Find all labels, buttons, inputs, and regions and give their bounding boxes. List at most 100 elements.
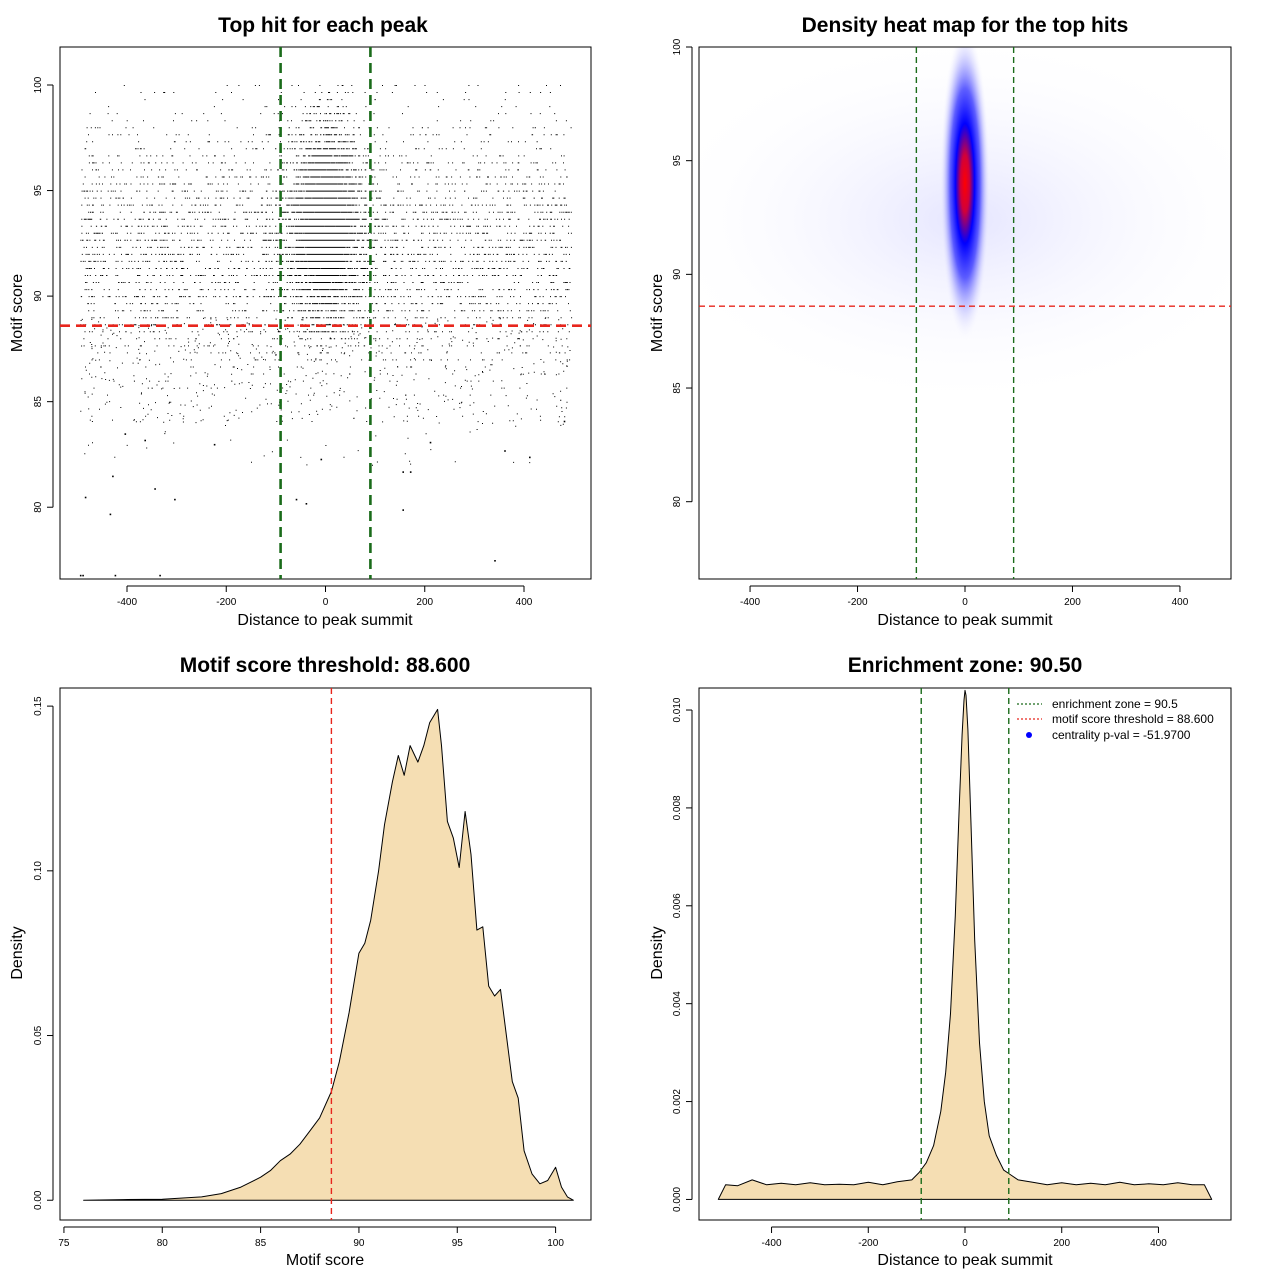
scatter-points (79, 85, 573, 577)
x-tick-label: -400 (117, 597, 137, 608)
y-tick-label: 85 (672, 382, 683, 394)
distance-density-title: Enrichment zone: 90.50 (848, 654, 1083, 677)
scatter-y-axis: 80 85 90 95 100 (33, 76, 54, 513)
x-tick-label: -400 (762, 1238, 782, 1249)
x-tick-label: 400 (1150, 1238, 1167, 1249)
scatter-point (144, 439, 146, 442)
score-density-x-label: Motif score (286, 1252, 364, 1269)
scatter-x-label: Distance to peak summit (237, 612, 413, 629)
distance-density-panel: Enrichment zone: 90.50 -400 -200 0 200 400 0… (649, 654, 1232, 1269)
x-tick-label: -200 (216, 597, 236, 608)
y-tick-label: 90 (672, 268, 683, 280)
y-tick-label: 100 (33, 76, 44, 93)
heatmap-x-label: Distance to peak summit (877, 612, 1053, 629)
heatmap-title: Density heat map for the top hits (802, 14, 1129, 37)
y-tick-label: 0.05 (33, 1025, 44, 1045)
y-tick-label: 95 (33, 185, 44, 197)
x-tick-label: -200 (858, 1238, 878, 1249)
score-density-area (83, 708, 574, 1201)
scatter-point-cloud (80, 85, 573, 466)
heatmap-y-label: Motif score (649, 274, 666, 352)
x-tick-label: 75 (58, 1238, 70, 1249)
distance-density-legend: enrichment zone = 90.5 motif score thres… (1017, 697, 1214, 742)
distance-density-x-axis: -400 -200 0 200 400 (762, 1226, 1167, 1249)
scatter-point (402, 509, 404, 511)
heatmap-y-axis: 80 85 90 95 100 (672, 38, 693, 508)
distance-density-reference-lines (920, 688, 1010, 1220)
score-density-y-label: Density (9, 926, 26, 979)
scatter-point (112, 475, 114, 478)
distance-density-plot-frame (698, 687, 1232, 1221)
y-tick-label: 0.00 (33, 1190, 44, 1210)
y-tick-label: 80 (33, 501, 44, 513)
scatter-point (79, 574, 82, 577)
x-tick-label: 0 (323, 597, 329, 608)
x-tick-label: 400 (1172, 597, 1189, 608)
x-tick-label: 95 (452, 1238, 464, 1249)
y-tick-label: 0.010 (672, 697, 683, 722)
distance-density-x-label: Distance to peak summit (877, 1252, 1053, 1269)
scatter-point (429, 441, 432, 444)
y-tick-label: 95 (672, 155, 683, 167)
y-tick-label: 0.004 (672, 991, 683, 1016)
x-tick-label: 90 (353, 1238, 365, 1249)
y-tick-label: 100 (672, 38, 683, 55)
scatter-point (409, 471, 412, 473)
scatter-point (109, 513, 112, 516)
distance-density-y-label: Density (649, 926, 666, 979)
scatter-point (114, 574, 117, 577)
x-tick-label: 85 (255, 1238, 267, 1249)
scatter-reference-lines (60, 47, 591, 579)
scatter-point (159, 574, 161, 577)
x-tick-label: 0 (962, 597, 968, 608)
scatter-x-axis: -400 -200 0 200 400 (117, 585, 533, 608)
x-tick-label: 400 (516, 597, 533, 608)
scatter-y-label: Motif score (9, 274, 26, 352)
y-tick-label: 90 (33, 290, 44, 302)
x-tick-label: -400 (740, 597, 760, 608)
score-density-title: Motif score threshold: 88.600 (180, 654, 471, 677)
distance-density-area (717, 689, 1213, 1200)
heatmap-plot-frame (698, 46, 1232, 580)
scatter-point (174, 498, 176, 501)
y-tick-label: 0.006 (672, 893, 683, 918)
heatmap-reference-lines (699, 47, 1231, 579)
y-tick-label: 85 (33, 396, 44, 408)
scatter-point (494, 560, 496, 562)
heatmap-panel: Density heat map for the top hits -400 -2… (649, 14, 1232, 629)
y-tick-label: 80 (672, 496, 683, 508)
scatter-point (402, 471, 404, 473)
x-tick-label: 200 (416, 597, 433, 608)
x-tick-label: -200 (848, 597, 868, 608)
legend-label-enrichment-zone: enrichment zone = 90.5 (1052, 697, 1178, 711)
scatter-point (320, 458, 323, 461)
y-tick-label: 0.000 (672, 1186, 683, 1211)
y-tick-label: 0.15 (33, 696, 44, 716)
legend-label-motif-threshold: motif score threshold = 88.600 (1052, 712, 1214, 726)
scatter-point (529, 456, 531, 459)
scatter-point (504, 450, 506, 452)
score-density-panel: Motif score threshold: 88.600 75 80 85 90 95… (9, 654, 592, 1269)
legend-label-centrality: centrality p-val = -51.9700 (1052, 728, 1191, 742)
heatmap-x-axis: -400 -200 0 200 400 (740, 585, 1189, 608)
scatter-point (305, 503, 308, 505)
x-tick-label: 100 (547, 1238, 564, 1249)
scatter-point (124, 433, 127, 435)
scatter-title: Top hit for each peak (218, 14, 428, 37)
x-tick-label: 200 (1053, 1238, 1070, 1249)
scatter-point (213, 443, 216, 446)
scatter-point (82, 574, 84, 577)
legend-swatch-centrality (1026, 732, 1032, 738)
y-tick-label: 0.008 (672, 795, 683, 820)
heatmap-hotspot (940, 47, 990, 342)
x-tick-label: 200 (1064, 597, 1081, 608)
distance-density-y-axis: 0.000 0.002 0.004 0.006 0.008 0.010 (672, 697, 693, 1212)
x-tick-label: 0 (962, 1238, 968, 1249)
scatter-point (84, 496, 87, 499)
scatter-plot-frame (59, 46, 592, 580)
scatter-point (154, 488, 156, 490)
score-density-y-axis: 0.00 0.05 0.10 0.15 (33, 696, 54, 1210)
heatmap-density (699, 47, 1231, 579)
